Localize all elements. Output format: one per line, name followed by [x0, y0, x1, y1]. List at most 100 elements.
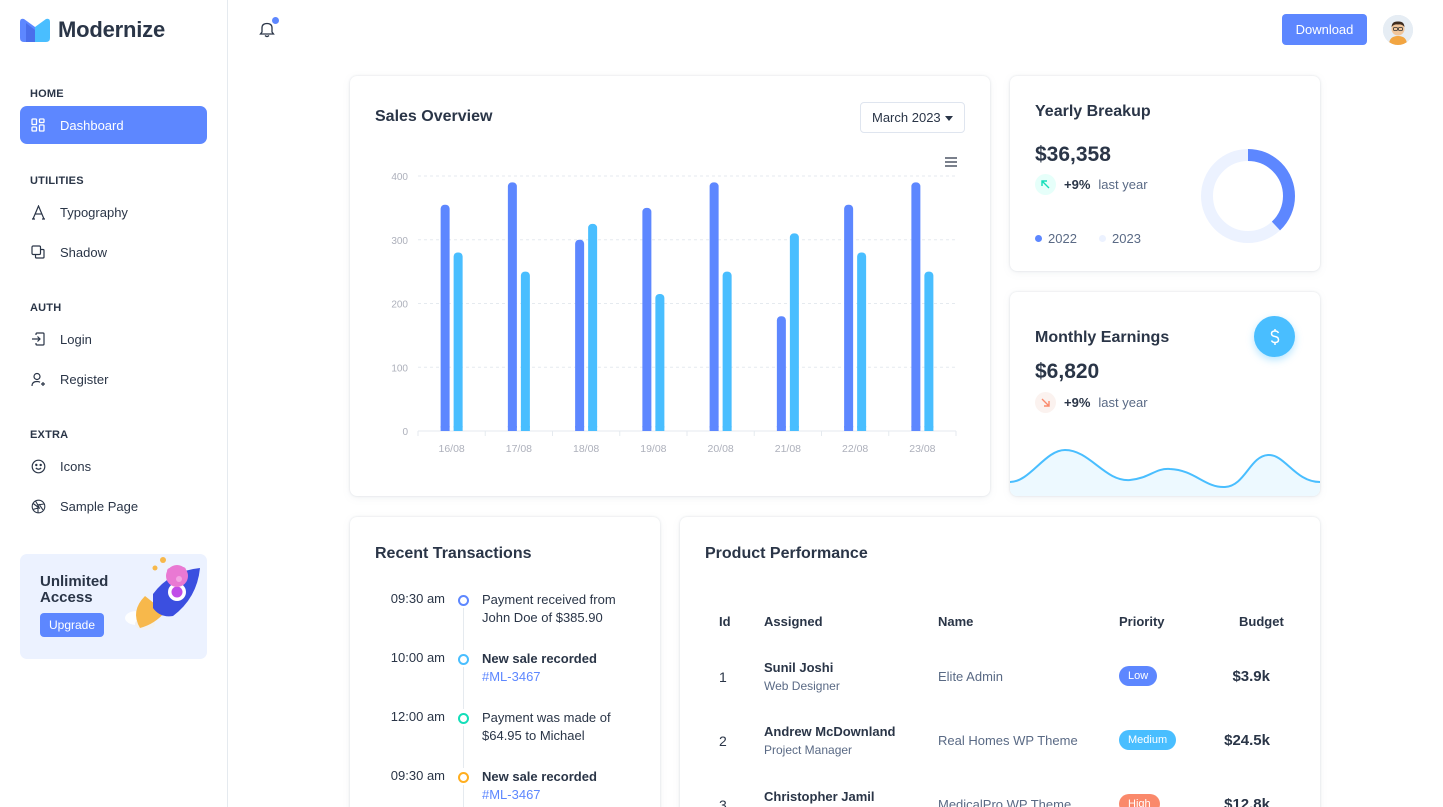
chart-bar[interactable]	[588, 223, 598, 431]
chart-bar-base	[911, 426, 921, 431]
nav-section-home: HOME	[30, 88, 64, 100]
sidebar-item-login[interactable]: Login	[20, 320, 207, 358]
legend-label: 2023	[1112, 231, 1141, 246]
row-project-name: Real Homes WP Theme	[938, 733, 1078, 748]
yearly-trend-label: last year	[1098, 177, 1148, 192]
transaction-item: 10:00 am New sale recorded #ML-3467	[350, 650, 660, 709]
dollar-icon[interactable]	[1254, 316, 1295, 357]
priority-badge: Medium	[1119, 730, 1177, 750]
monthly-trend: +9% last year	[1035, 392, 1148, 413]
transaction-item: 09:30 am Payment received from John Doe …	[350, 591, 660, 650]
transaction-title: New sale recorded	[482, 769, 597, 784]
sidebar-item-register[interactable]: Register	[20, 360, 207, 398]
chart-bar[interactable]	[440, 204, 450, 431]
chart-menu-icon[interactable]	[944, 157, 958, 167]
column-header-budget: Budget	[1239, 614, 1284, 629]
sidebar-item-icons[interactable]: Icons	[20, 447, 207, 485]
chart-bar-base	[642, 426, 652, 431]
timeline-dot	[458, 654, 469, 665]
chart-bar[interactable]	[642, 207, 652, 431]
timeline-line	[463, 726, 464, 768]
chart-bar[interactable]	[575, 239, 585, 431]
row-assignee-role: Web Designer	[764, 679, 840, 693]
x-tick-label: 19/08	[640, 443, 666, 455]
sales-overview-card: Sales Overview March 2023 0 100 200 300 400 1…	[350, 76, 990, 496]
chart-bar[interactable]	[776, 316, 786, 431]
product-performance-card: Product Performance Id Assigned Name Pri…	[680, 517, 1320, 807]
chart-bar[interactable]	[924, 271, 934, 431]
row-project-name: Elite Admin	[938, 669, 1004, 684]
row-id: 2	[719, 733, 727, 749]
chart-bar[interactable]	[722, 271, 732, 431]
row-assignee-name: Andrew McDownland	[764, 724, 896, 739]
y-tick-label: 300	[391, 236, 408, 247]
sidebar-item-dashboard[interactable]: Dashboard	[20, 106, 207, 144]
chart-bar-base	[776, 426, 786, 431]
month-select[interactable]: March 2023	[860, 102, 965, 133]
typography-icon	[30, 204, 46, 220]
timeline-dot	[458, 713, 469, 724]
transaction-link[interactable]: #ML-3467	[482, 669, 541, 684]
brand[interactable]: Modernize	[20, 17, 165, 43]
column-header-priority: Priority	[1119, 614, 1165, 629]
transaction-link[interactable]: #ML-3467	[482, 787, 541, 802]
recent-transactions-card: Recent Transactions 09:30 am Payment rec…	[350, 517, 660, 807]
notification-bell-icon[interactable]	[257, 19, 277, 39]
legend-label: 2022	[1048, 231, 1077, 246]
sidebar-item-sample-page[interactable]: Sample Page	[20, 487, 207, 525]
legend-2023: 2023	[1099, 231, 1141, 246]
arrow-up-left-icon	[1035, 174, 1056, 195]
priority-badge: High	[1119, 794, 1160, 807]
chart-bar[interactable]	[453, 252, 463, 432]
legend-dot	[1035, 235, 1042, 242]
sidebar-item-label: Typography	[60, 204, 128, 220]
legend-dot	[1099, 235, 1106, 242]
chart-bar[interactable]	[507, 182, 517, 431]
sidebar-item-label: Login	[60, 331, 92, 347]
chart-bar-base	[655, 426, 665, 431]
x-tick-label: 16/08	[438, 443, 464, 455]
y-tick-label: 0	[402, 427, 408, 438]
download-button[interactable]: Download	[1282, 14, 1367, 45]
chart-bar[interactable]	[520, 271, 530, 431]
chart-bar[interactable]	[857, 252, 867, 432]
chart-bar[interactable]	[709, 182, 719, 431]
y-tick-label: 100	[391, 363, 408, 374]
transaction-time: 09:30 am	[390, 768, 445, 783]
chart-bar[interactable]	[655, 293, 665, 431]
brand-logo-icon	[20, 18, 50, 42]
row-id: 1	[719, 669, 727, 685]
row-assignee-role: Project Manager	[764, 743, 853, 757]
sidebar-item-label: Dashboard	[60, 117, 124, 133]
sidebar-item-typography[interactable]: Typography	[20, 193, 207, 231]
sidebar-item-label: Sample Page	[60, 498, 139, 514]
chart-bar-base	[924, 426, 934, 431]
notification-dot	[272, 17, 279, 24]
sidebar-item-label: Icons	[60, 458, 92, 474]
chart-bar[interactable]	[911, 182, 921, 431]
yearly-breakup-title: Yearly Breakup	[1035, 103, 1151, 120]
avatar[interactable]	[1383, 15, 1413, 45]
transaction-text: Payment was made of $64.95 to Michael	[482, 710, 611, 743]
nav-section-extra: EXTRA	[30, 429, 69, 441]
mood-icon	[30, 458, 46, 474]
login-icon	[30, 331, 46, 347]
upgrade-button[interactable]: Upgrade	[40, 613, 105, 637]
chart-bar[interactable]	[789, 233, 799, 431]
x-tick-label: 20/08	[707, 443, 733, 455]
sales-overview-title: Sales Overview	[375, 108, 493, 125]
chart-bar-base	[520, 426, 530, 431]
row-budget: $3.9k	[1232, 668, 1270, 685]
sidebar-item-label: Shadow	[60, 244, 107, 260]
transaction-time: 09:30 am	[390, 591, 445, 606]
register-icon	[30, 371, 46, 387]
chart-bar-base	[440, 426, 450, 431]
priority-badge: Low	[1119, 666, 1158, 686]
row-budget: $24.5k	[1224, 732, 1270, 749]
chart-bar[interactable]	[844, 204, 854, 431]
chart-bar-base	[453, 426, 463, 431]
transaction-text: New sale recorded #ML-3467	[482, 650, 622, 686]
sidebar-item-shadow[interactable]: Shadow	[20, 233, 207, 271]
x-tick-label: 21/08	[775, 443, 801, 455]
row-id: 3	[719, 797, 727, 807]
